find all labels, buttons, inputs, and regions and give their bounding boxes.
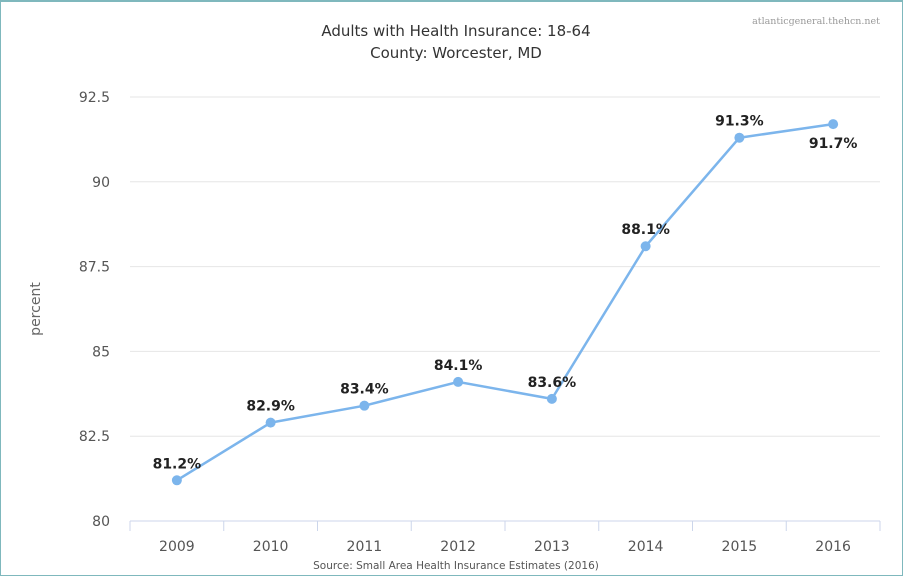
x-tick-label: 2010 <box>253 539 289 555</box>
data-point[interactable] <box>546 393 557 404</box>
data-label: 82.9% <box>246 399 295 415</box>
x-tick-label: 2009 <box>159 539 195 555</box>
x-tick-label: 2011 <box>347 539 383 555</box>
x-tick-label: 2016 <box>815 539 851 555</box>
series-line <box>176 122 834 482</box>
x-tick-label: 2014 <box>628 539 664 555</box>
y-tick-label: 92.5 <box>79 90 110 106</box>
y-tick-label: 80 <box>92 514 110 530</box>
y-tick-label: 82.5 <box>79 429 110 445</box>
data-point[interactable] <box>828 119 839 130</box>
y-axis-label: percent <box>28 282 44 336</box>
data-label: 88.1% <box>621 222 670 238</box>
data-label: 81.2% <box>153 456 202 472</box>
chart-title: Adults with Health Insurance: 18-64 <box>321 22 590 40</box>
data-point[interactable] <box>453 376 464 387</box>
data-point[interactable] <box>265 417 276 428</box>
gridlines: 80 82.5 85 87.5 90 92.5 <box>79 90 880 530</box>
series <box>171 119 839 486</box>
y-tick-label: 90 <box>92 175 110 191</box>
credit-text: atlanticgeneral.thehcn.net <box>752 16 880 27</box>
data-point[interactable] <box>640 241 651 252</box>
data-point[interactable] <box>734 132 745 143</box>
y-tick-label: 85 <box>92 344 110 360</box>
data-label: 91.7% <box>809 136 858 152</box>
x-tick-label: 2015 <box>722 539 758 555</box>
data-label: 84.1% <box>434 358 483 374</box>
data-point[interactable] <box>359 400 370 411</box>
x-axis: 2009 2010 2011 2012 2013 2014 2015 2016 <box>129 520 881 555</box>
data-label: 83.6% <box>528 375 577 391</box>
x-tick-label: 2013 <box>534 539 570 555</box>
data-point[interactable] <box>171 475 182 486</box>
x-tick-label: 2012 <box>440 539 476 555</box>
data-label: 83.4% <box>340 382 389 398</box>
y-tick-label: 87.5 <box>79 260 110 276</box>
chart-subtitle: County: Worcester, MD <box>370 44 542 62</box>
data-label: 91.3% <box>715 114 764 130</box>
data-labels: 81.2% 82.9% 83.4% 84.1% 83.6% 88.1% 91.3% 91.7% <box>153 114 858 473</box>
source-note: Source: Small Area Health Insurance Esti… <box>313 560 599 572</box>
